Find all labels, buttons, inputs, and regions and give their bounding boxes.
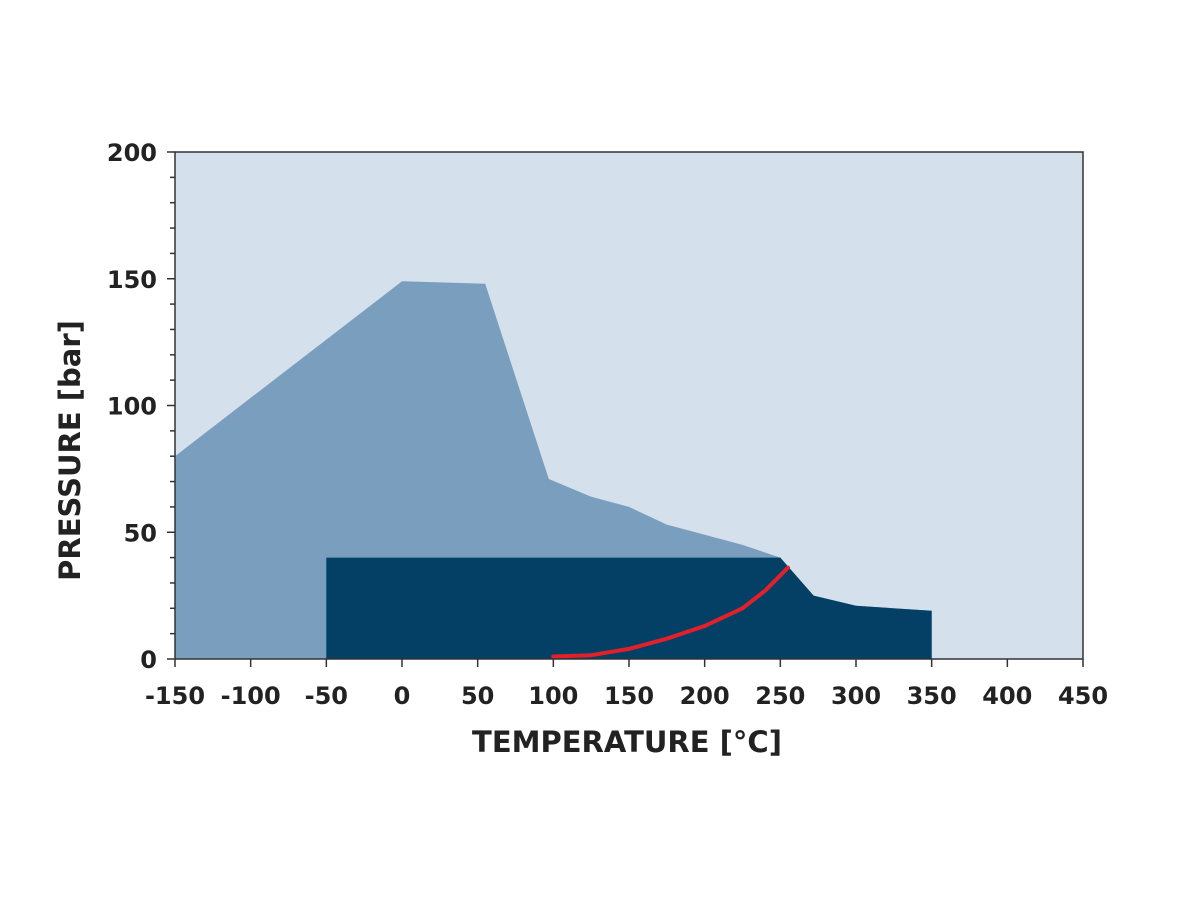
x-tick-label: 50: [461, 682, 494, 710]
axes-layer: [167, 151, 1084, 667]
x-tick-label: 100: [528, 682, 578, 710]
y-tick-label: 100: [107, 393, 157, 421]
y-tick-label: 150: [107, 266, 157, 294]
x-tick-label: -50: [305, 682, 348, 710]
x-tick-label: 0: [394, 682, 411, 710]
x-tick-label: 150: [604, 682, 654, 710]
y-tick-label: 200: [107, 139, 157, 167]
series-layer: [175, 281, 932, 659]
x-tick-label: 350: [907, 682, 957, 710]
series-line-2: [551, 565, 790, 659]
series-area-1: [326, 557, 932, 659]
x-tick-label: 450: [1058, 682, 1108, 710]
x-tick-label: 300: [831, 682, 881, 710]
x-tick-label: -150: [145, 682, 205, 710]
y-axis-title: PRESSURE [bar]: [53, 320, 87, 581]
y-tick-label: 50: [124, 519, 157, 547]
x-tick-label: 400: [982, 682, 1032, 710]
x-tick-label: 200: [680, 682, 730, 710]
y-tick-label: 0: [140, 646, 157, 674]
labels-layer: 0 50 100 150 200 -150 -100 -50 0 50 100 150 200 250 30…: [107, 139, 1108, 710]
x-axis-title: TEMPERATURE [°C]: [472, 725, 782, 759]
x-tick-label: 250: [755, 682, 805, 710]
x-tick-label: -100: [221, 682, 281, 710]
